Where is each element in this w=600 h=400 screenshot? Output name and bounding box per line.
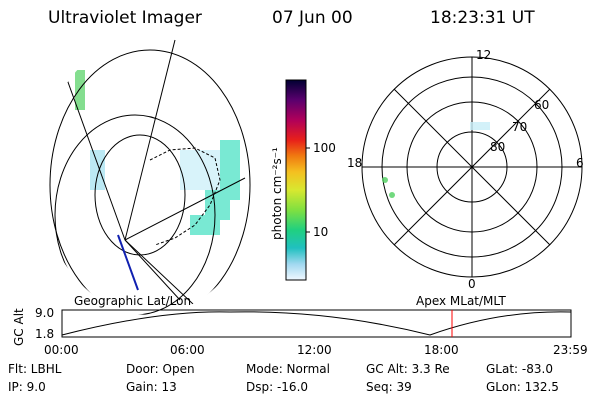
footer-gc-alt: GC Alt: 3.3 Re: [366, 362, 450, 376]
footer-flt: Flt: LBHL: [8, 362, 62, 376]
lat-label-60: 60: [534, 98, 550, 112]
time-tick-2359: 23:59: [553, 343, 588, 357]
mlt-label-0: 0: [468, 277, 476, 291]
altitude-axis-label: GC Alt: [12, 308, 26, 346]
instrument-title: Ultraviolet Imager: [48, 8, 202, 28]
footer-door: Door: Open: [126, 362, 195, 376]
footer-dsp: Dsp: -16.0: [246, 380, 309, 394]
time-tick-1800: 18:00: [424, 343, 459, 357]
colorbar-tick-10: 10: [313, 225, 329, 239]
footer-glat: GLat: -83.0: [486, 362, 553, 376]
colorbar: [285, 79, 307, 281]
footer-glon: GLon: 132.5: [486, 380, 559, 394]
lat-label-80: 80: [490, 140, 506, 154]
altitude-tick-9: 9.0: [35, 306, 55, 320]
date-label: 07 Jun 00: [272, 8, 353, 28]
time-tick-0000: 00:00: [44, 343, 79, 357]
colorbar-tick-100: 100: [313, 141, 336, 155]
mlt-label-12: 12: [476, 48, 492, 62]
time-label: 18:23:31 UT: [430, 8, 535, 28]
footer-gain: Gain: 13: [126, 380, 177, 394]
altitude-plot: [61, 309, 572, 338]
altitude-tick-1-8: 1.8: [35, 327, 55, 341]
lat-label-70: 70: [512, 120, 528, 134]
footer-mode: Mode: Normal: [246, 362, 330, 376]
footer-seq: Seq: 39: [366, 380, 412, 394]
geographic-caption: Geographic Lat/Lon: [74, 294, 192, 308]
time-tick-1200: 12:00: [297, 343, 332, 357]
mlt-label-18: 18: [347, 156, 363, 170]
time-tick-0600: 06:00: [170, 343, 205, 357]
colorbar-unit-label: photon cm⁻²s⁻¹: [270, 147, 284, 240]
mlt-label-6: 6: [576, 156, 584, 170]
geographic-map: [49, 39, 251, 315]
apex-caption: Apex MLat/MLT: [416, 294, 506, 308]
polar-plot: [361, 56, 583, 278]
footer-ip: IP: 9.0: [8, 380, 46, 394]
